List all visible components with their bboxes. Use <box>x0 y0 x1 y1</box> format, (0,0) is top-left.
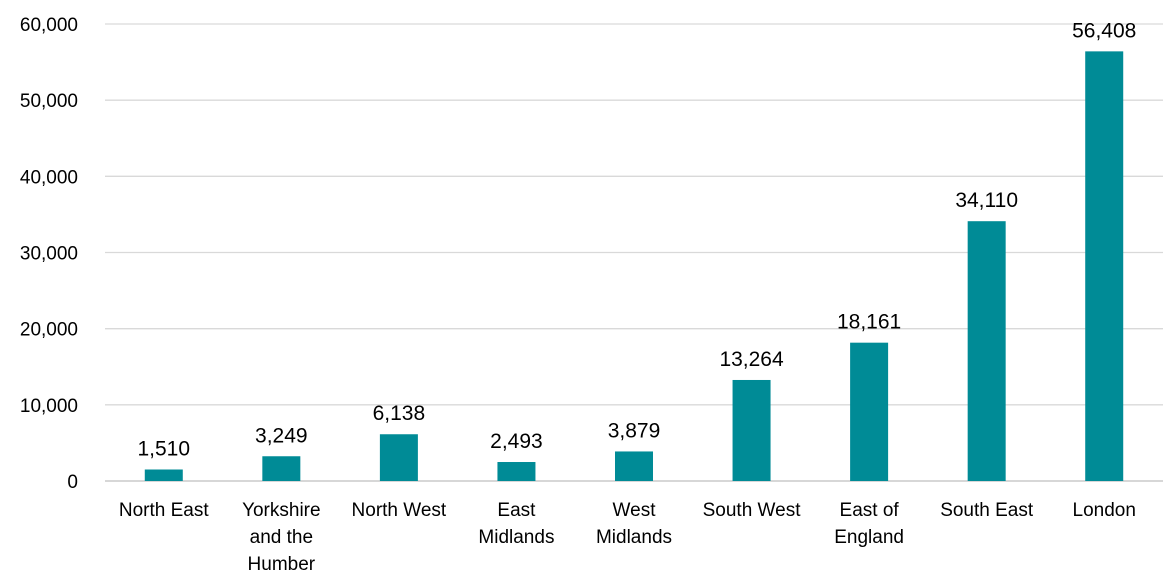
data-label: 34,110 <box>955 189 1018 212</box>
bar <box>145 469 183 481</box>
category-label: South West <box>703 500 802 521</box>
y-tick-label: 30,000 <box>20 244 78 265</box>
bar <box>380 434 418 481</box>
data-label: 3,879 <box>608 419 661 442</box>
bars <box>145 51 1123 481</box>
data-label: 3,249 <box>255 424 308 447</box>
category-label: London <box>1073 500 1136 521</box>
x-axis-categories: North East Yorkshire and the Humber North We… <box>119 500 1136 575</box>
bar <box>850 343 888 481</box>
y-tick-label: 40,000 <box>20 167 78 188</box>
category-label: East Midlands <box>478 500 554 548</box>
bar <box>1085 51 1123 481</box>
data-label: 2,493 <box>490 430 543 453</box>
bar <box>968 221 1006 481</box>
data-label: 56,408 <box>1072 19 1136 42</box>
category-label: West Midlands <box>596 500 672 548</box>
data-label: 13,264 <box>719 348 784 371</box>
category-label: North East <box>119 500 209 521</box>
category-label: South East <box>940 500 1034 521</box>
data-label: 6,138 <box>373 402 426 425</box>
y-axis-ticks: 0 10,000 20,000 30,000 40,000 50,000 60,000 <box>20 15 78 493</box>
y-tick-label: 20,000 <box>20 320 78 341</box>
bar <box>615 451 653 481</box>
data-label: 18,161 <box>837 311 901 334</box>
data-label: 1,510 <box>137 437 190 460</box>
category-label: Yorkshire and the Humber <box>242 500 321 575</box>
category-label: North West <box>352 500 447 521</box>
bar <box>262 456 300 481</box>
y-tick-label: 0 <box>67 472 78 493</box>
y-tick-label: 10,000 <box>20 396 78 417</box>
y-tick-label: 50,000 <box>20 91 78 112</box>
category-label: East of England <box>834 500 904 548</box>
bar <box>733 380 771 481</box>
y-tick-label: 60,000 <box>20 15 78 36</box>
bar <box>497 462 535 481</box>
